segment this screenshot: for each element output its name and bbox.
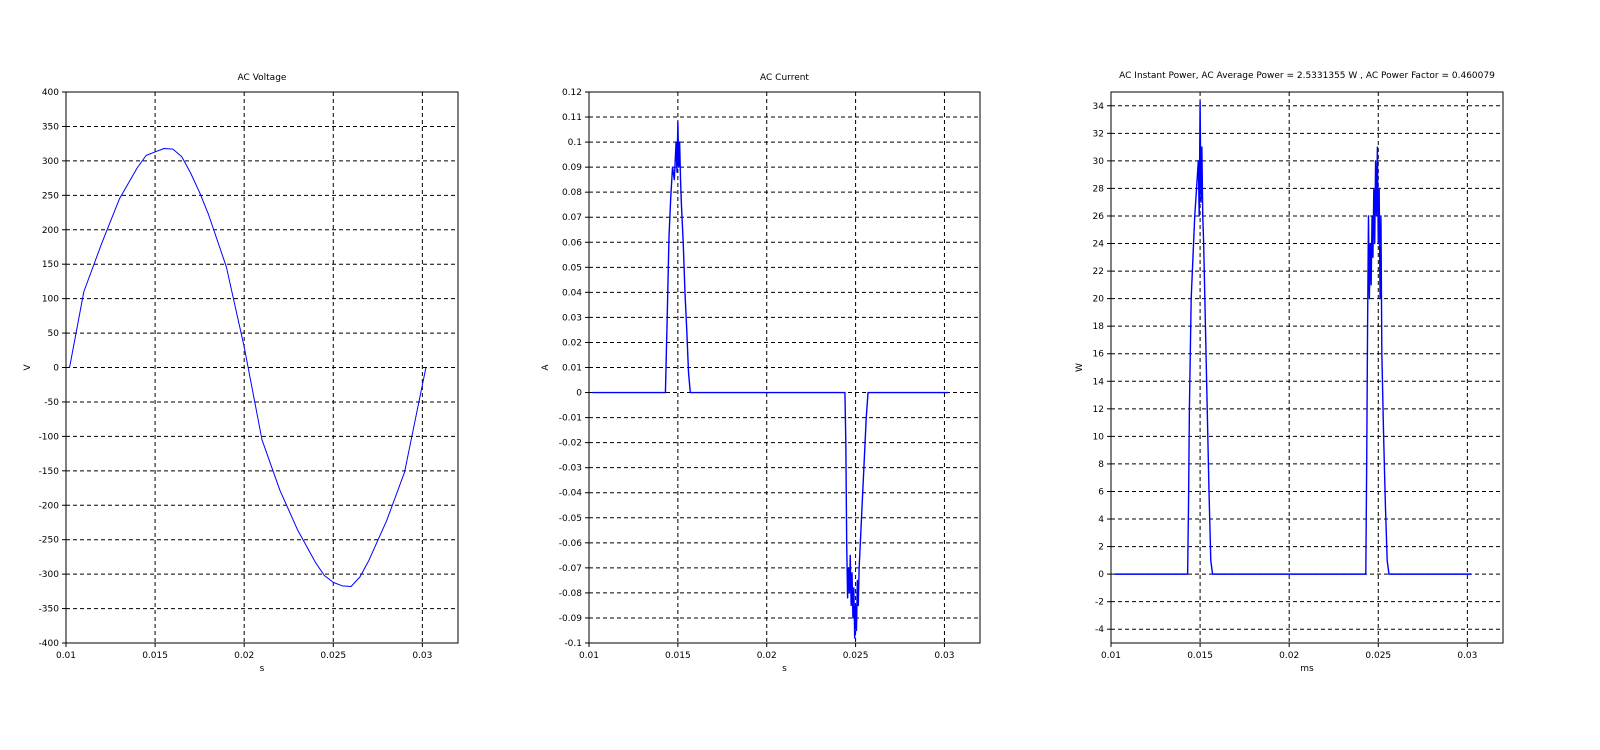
y-tick-label: -4	[1095, 625, 1104, 635]
y-tick-label: 34	[1093, 102, 1105, 112]
x-tick-label: 0.02	[757, 651, 777, 661]
y-tick-label: 30	[1093, 157, 1105, 167]
y-tick-label: 24	[1093, 240, 1105, 250]
y-tick-label: 0.03	[562, 313, 582, 323]
x-tick-label: 0.025	[843, 651, 869, 661]
y-tick-label: -200	[39, 501, 60, 511]
chart-title: AC Instant Power, AC Average Power = 2.5…	[1119, 71, 1495, 81]
y-tick-label: 22	[1093, 267, 1104, 277]
y-tick-label: 0.04	[562, 288, 582, 298]
y-tick-label: -0.01	[559, 414, 582, 424]
y-tick-label: 32	[1093, 129, 1104, 139]
y-tick-label: 0.07	[562, 213, 582, 223]
y-tick-label: 350	[42, 122, 59, 132]
y-tick-label: 0.06	[562, 238, 582, 248]
y-tick-label: 150	[42, 260, 59, 270]
y-tick-label: 0	[1098, 570, 1104, 580]
y-axis-label: V	[23, 364, 33, 371]
x-tick-label: 0.01	[56, 651, 76, 661]
y-tick-label: 200	[42, 226, 59, 236]
y-tick-label: 0	[576, 389, 582, 399]
series-line	[69, 147, 427, 588]
y-tick-label: -0.1	[564, 639, 582, 649]
chart-2: 0.01 0.015 0.02 0.025 0.03 -0.1 -0.09 -0.08 -0.0…	[541, 73, 981, 674]
y-tick-label: 100	[42, 295, 59, 305]
y-tick-label: -350	[39, 605, 60, 615]
y-tick-label: -0.05	[559, 514, 582, 524]
y-tick-label: 0.12	[562, 88, 582, 98]
x-tick-label: 0.03	[412, 651, 432, 661]
y-tick-label: 8	[1098, 460, 1104, 470]
y-tick-label: 0.11	[562, 113, 582, 123]
y-tick-label: 50	[48, 329, 60, 339]
y-tick-label: 0.01	[562, 364, 582, 374]
y-tick-label: 6	[1098, 487, 1104, 497]
y-tick-label: -0.08	[559, 589, 583, 599]
series-line	[592, 121, 949, 639]
y-tick-label: -2	[1095, 598, 1104, 608]
y-axis-label: A	[541, 364, 551, 371]
y-tick-label: 20	[1093, 295, 1105, 305]
y-tick-label: 16	[1093, 350, 1105, 360]
x-tick-label: 0.025	[320, 651, 346, 661]
y-tick-label: 12	[1093, 405, 1104, 415]
y-tick-label: -0.02	[559, 439, 582, 449]
y-axis-label: W	[1075, 363, 1085, 372]
y-tick-label: 18	[1093, 322, 1105, 332]
chart-1: 0.01 0.015 0.02 0.025 0.03 -400 -350 -300 -250 -2…	[23, 73, 459, 674]
x-axis-label: s	[260, 664, 265, 674]
x-tick-label: 0.025	[1365, 651, 1391, 661]
y-tick-label: -100	[39, 432, 60, 442]
y-tick-label: -300	[39, 570, 60, 580]
y-tick-label: 0.09	[562, 163, 582, 173]
y-tick-label: -0.07	[559, 564, 582, 574]
chart-title: AC Current	[760, 73, 809, 83]
x-tick-label: 0.02	[234, 651, 254, 661]
x-tick-label: 0.015	[665, 651, 691, 661]
x-tick-label: 0.03	[934, 651, 954, 661]
y-tick-label: -250	[39, 536, 60, 546]
y-tick-label: 14	[1093, 377, 1105, 387]
x-tick-label: 0.03	[1457, 651, 1477, 661]
y-tick-label: -0.03	[559, 464, 582, 474]
y-tick-label: 10	[1093, 432, 1105, 442]
y-tick-label: -0.04	[559, 489, 583, 499]
x-tick-label: 0.01	[1101, 651, 1121, 661]
x-axis-label: ms	[1300, 664, 1314, 674]
y-tick-label: 400	[42, 88, 59, 98]
x-tick-label: 0.02	[1279, 651, 1299, 661]
y-tick-label: -400	[39, 639, 60, 649]
y-tick-label: 0.08	[562, 188, 582, 198]
y-tick-label: -0.09	[559, 614, 583, 624]
x-tick-label: 0.015	[142, 651, 168, 661]
series-line	[1114, 100, 1471, 575]
chart-title: AC Voltage	[238, 73, 287, 83]
y-tick-label: 0.02	[562, 338, 582, 348]
y-tick-label: 250	[42, 191, 59, 201]
y-tick-label: 0.05	[562, 263, 582, 273]
x-tick-label: 0.01	[579, 651, 599, 661]
y-tick-label: -50	[44, 398, 59, 408]
y-tick-label: 26	[1093, 212, 1105, 222]
y-tick-label: 0	[53, 364, 59, 374]
y-tick-label: 300	[42, 157, 59, 167]
y-tick-label: 0.1	[568, 138, 582, 148]
x-tick-label: 0.015	[1187, 651, 1213, 661]
y-tick-label: 2	[1098, 543, 1104, 553]
x-axis-label: s	[782, 664, 787, 674]
y-tick-label: 4	[1098, 515, 1104, 525]
chart-3: 0.01 0.015 0.02 0.025 0.03-4-202468101214161…	[1075, 71, 1504, 674]
plot-area-frame	[1110, 91, 1504, 644]
y-tick-label: 28	[1093, 184, 1105, 194]
y-tick-label: -150	[39, 467, 60, 477]
y-tick-label: -0.06	[559, 539, 583, 549]
